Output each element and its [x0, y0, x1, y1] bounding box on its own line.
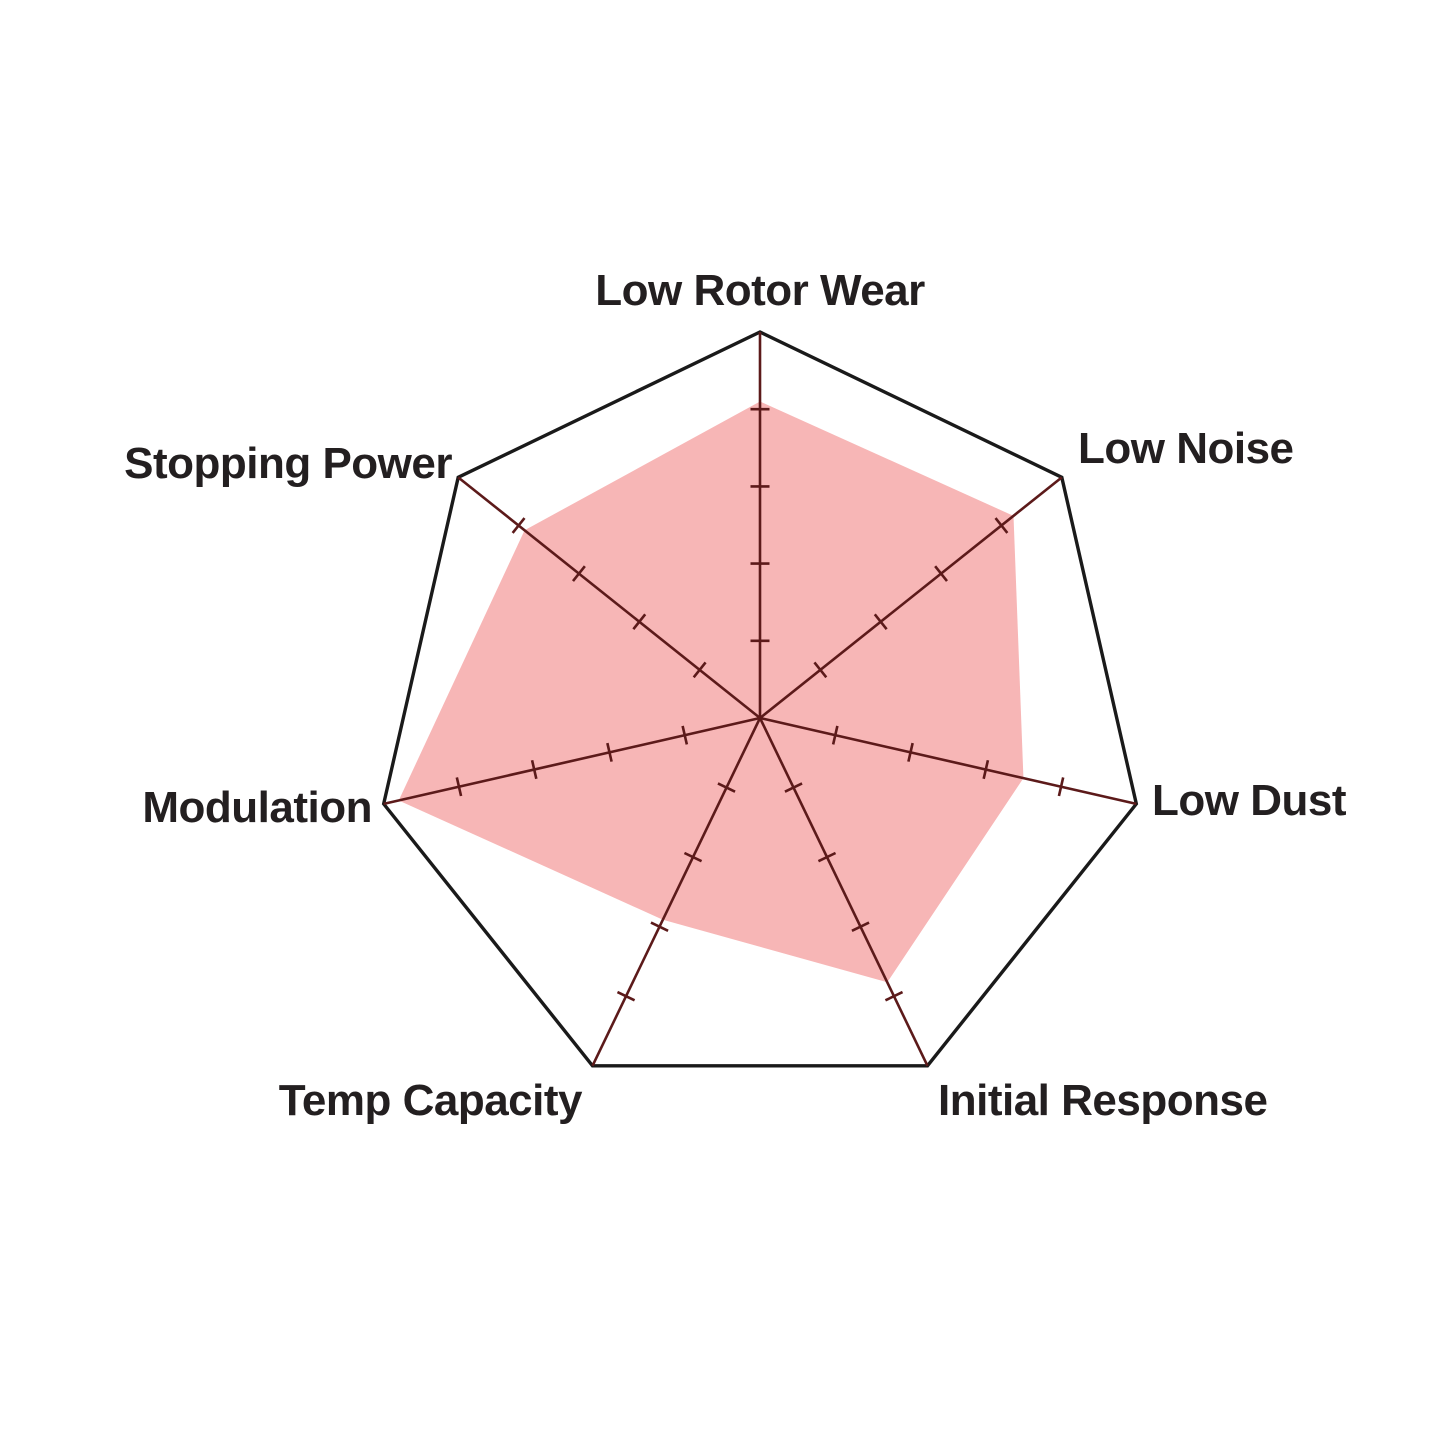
radar-axis-tick: [934, 565, 949, 582]
radar-axis-spokes: [383, 332, 1137, 1067]
radar-axis-tick: [571, 565, 586, 582]
radar-data-area: [398, 401, 1024, 983]
radar-axis-tick: [692, 661, 707, 679]
radar-axis-ticks: [455, 407, 1065, 1002]
radar-axis-tick: [851, 921, 870, 932]
radar-spoke: [457, 476, 761, 720]
radar-axis-tick: [784, 782, 803, 793]
radar-axis-tick: [994, 517, 1009, 534]
radar-axis-tick: [1057, 777, 1065, 797]
radar-axis-tick: [632, 613, 647, 630]
radar-axis-tick: [683, 851, 703, 863]
axis-label-modulation: Modulation: [142, 783, 372, 832]
radar-spoke: [591, 717, 762, 1067]
radar-axis-tick: [650, 921, 669, 932]
radar-axis-tick: [884, 990, 904, 1002]
radar-axis-tick: [982, 759, 990, 780]
axis-label-low-rotor-wear: Low Rotor Wear: [595, 266, 925, 315]
radar-axis-tick: [813, 661, 828, 679]
axis-label-low-noise: Low Noise: [1078, 424, 1294, 473]
radar-axis-tick: [831, 725, 839, 745]
radar-axis-tick: [530, 759, 538, 780]
radar-axis-tick: [873, 613, 888, 630]
axis-label-stopping-power: Stopping Power: [124, 439, 452, 488]
radar-axis-tick: [616, 990, 636, 1002]
axis-label-low-dust: Low Dust: [1152, 776, 1347, 825]
radar-spoke: [383, 716, 761, 806]
radar-outer-polygon: [381, 330, 1139, 1068]
radar-spoke: [758, 717, 929, 1067]
radar-axis-tick: [907, 742, 914, 762]
radar-axis-labels: Low Rotor Wear Low Noise Low Dust Initia…: [124, 266, 1347, 1125]
axis-label-initial-response: Initial Response: [938, 1076, 1267, 1125]
radar-axis-tick: [717, 782, 736, 793]
radar-axis-tick: [681, 725, 689, 745]
radar-axis-tick: [455, 777, 463, 797]
radar-spoke: [759, 716, 1137, 806]
axis-label-temp-capacity: Temp Capacity: [279, 1076, 583, 1125]
radar-axis-tick: [606, 742, 613, 762]
radar-spoke: [759, 476, 1063, 720]
radar-axis-tick: [511, 517, 526, 534]
radar-axis-tick: [817, 851, 837, 863]
